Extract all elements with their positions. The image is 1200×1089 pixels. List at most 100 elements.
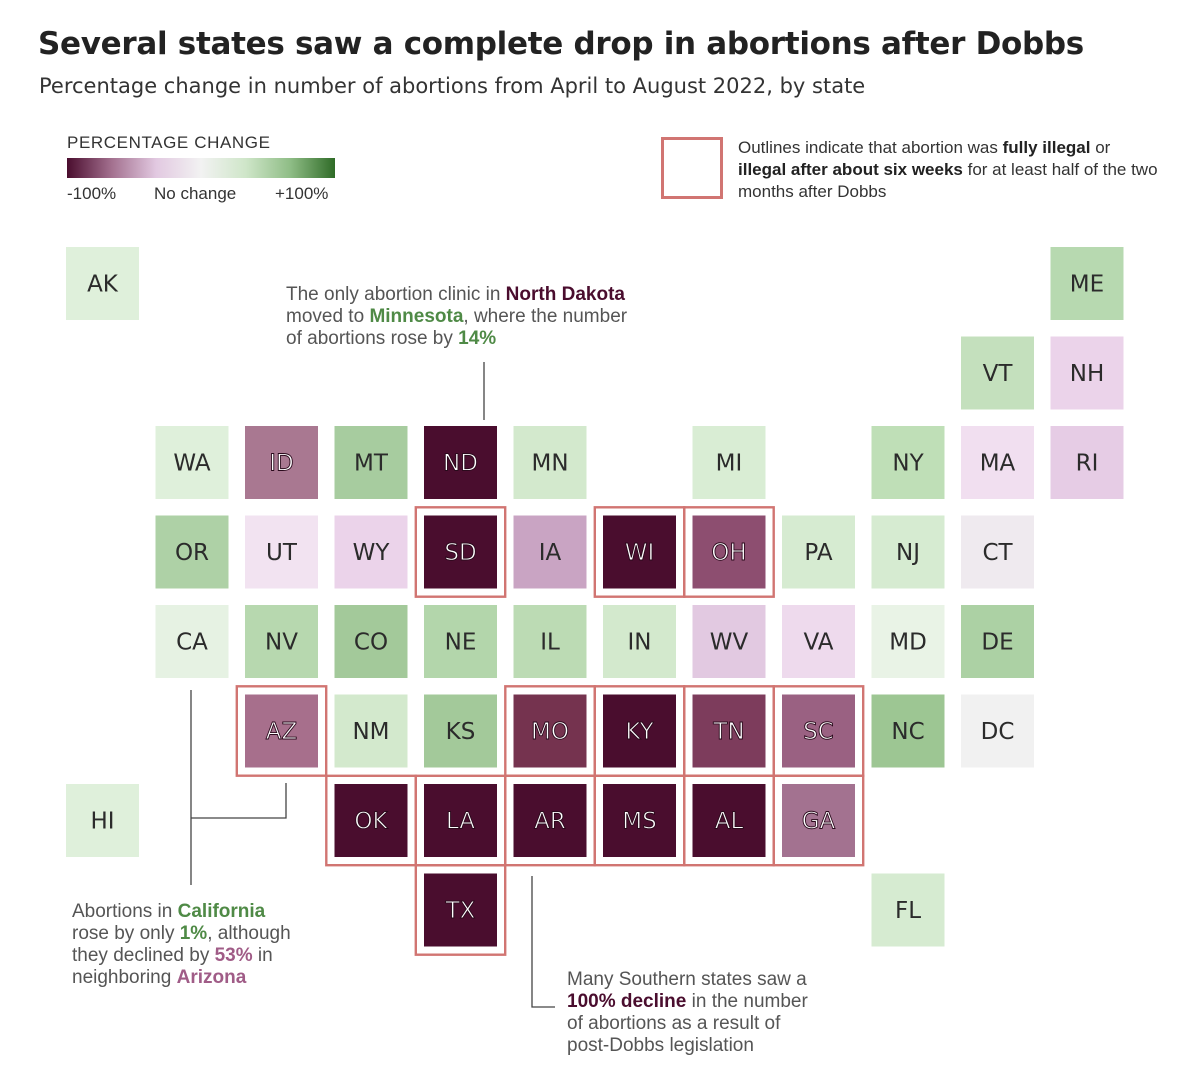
az-leader-line (191, 783, 287, 819)
outline-ga (772, 774, 865, 867)
tile-ks (424, 694, 497, 768)
tile-sc (782, 694, 855, 768)
tile-label-mo: MO (531, 719, 569, 745)
tile-label-ne: NE (445, 630, 477, 656)
tile-label-la: LA (446, 809, 475, 835)
tile-vt (961, 336, 1034, 410)
tile-wy (334, 515, 408, 589)
tile-label-mt: MT (354, 451, 389, 477)
tile-label-wv: WV (710, 630, 749, 656)
legend-min-label: -100% (67, 184, 117, 203)
tile-ga (782, 784, 855, 857)
tile-label-wi: WI (625, 540, 655, 566)
legend-mid-label: No change (154, 184, 237, 203)
tile-label-nm: NM (352, 719, 389, 745)
tile-label-ri: RI (1076, 451, 1099, 477)
tile-label-me: ME (1070, 272, 1104, 298)
tile-label-ca: CA (176, 630, 208, 656)
tile-me (1050, 247, 1124, 320)
tile-ct (961, 515, 1034, 589)
tile-label-co: CO (354, 630, 388, 656)
tile-ky (603, 694, 676, 768)
tile-label-wa: WA (173, 451, 210, 477)
outline-az (235, 685, 328, 777)
tile-label-va: VA (804, 630, 834, 656)
tile-ne (424, 605, 497, 678)
tile-nh (1050, 336, 1124, 410)
tile-label-sd: SD (444, 540, 476, 566)
tile-label-ma: MA (980, 451, 1016, 477)
tile-fl (871, 873, 945, 947)
tile-label-ct: CT (982, 540, 1013, 566)
tile-label-or: OR (175, 540, 209, 566)
tile-label-ak: AK (87, 272, 119, 298)
tile-label-id: ID (269, 451, 294, 477)
tile-ca (155, 605, 229, 678)
tile-label-tn: TN (712, 719, 744, 745)
tile-label-hi: HI (90, 809, 114, 835)
tile-sd (424, 515, 497, 589)
tile-va (782, 605, 855, 678)
tile-co (334, 605, 408, 678)
southern-states-annotation: Many Southern states saw a 100% decline … (567, 969, 808, 1056)
tile-label-wy: WY (353, 540, 391, 566)
tile-ma (961, 426, 1034, 499)
tile-label-nh: NH (1070, 361, 1105, 387)
tile-label-ky: KY (625, 719, 654, 745)
tile-in (603, 605, 676, 678)
tile-label-ar: AR (534, 809, 566, 835)
tile-nc (871, 694, 945, 768)
tile-nj (871, 515, 945, 589)
tile-ia (513, 515, 587, 589)
tile-ar (513, 784, 587, 857)
tile-label-nv: NV (265, 630, 298, 656)
legend-color-scale (67, 158, 335, 178)
tile-hi (66, 784, 139, 857)
tile-tx (424, 873, 497, 947)
tile-az (245, 694, 318, 768)
tile-id (245, 426, 318, 499)
tile-label-oh: OH (711, 540, 746, 566)
tile-label-fl: FL (895, 898, 921, 924)
tile-mi (692, 426, 766, 499)
tile-label-mn: MN (531, 451, 568, 477)
tile-label-md: MD (889, 630, 927, 656)
tile-label-il: IL (540, 630, 560, 656)
tile-label-nd: ND (443, 451, 478, 477)
tile-ms (603, 784, 676, 857)
outline-legend-note: Outlines indicate that abortion was full… (738, 138, 1158, 201)
tile-label-ut: UT (266, 540, 298, 566)
legend-title: PERCENTAGE CHANGE (67, 133, 271, 152)
outline-oh (683, 506, 775, 598)
tile-label-mi: MI (716, 451, 743, 477)
tile-wv (692, 605, 766, 678)
tile-label-nj: NJ (896, 540, 920, 566)
tile-ok (334, 784, 408, 857)
tile-label-tx: TX (445, 898, 476, 924)
tile-la (424, 784, 497, 857)
tile-ri (1050, 426, 1124, 499)
tile-label-in: IN (628, 630, 652, 656)
tile-al (692, 784, 766, 857)
outline-tx (414, 864, 507, 956)
tile-label-ms: MS (622, 809, 656, 835)
tile-label-az: AZ (266, 719, 298, 745)
tile-wa (155, 426, 229, 499)
tile-tn (692, 694, 766, 768)
tile-mo (513, 694, 587, 768)
california-annotation: Abortions in California rose by only 1%,… (72, 901, 291, 988)
tile-wi (603, 515, 676, 589)
chart-title: Several states saw a complete drop in ab… (38, 26, 1084, 62)
tile-label-ok: OK (354, 809, 388, 835)
tile-label-dc: DC (981, 719, 1015, 745)
tile-label-ny: NY (892, 451, 924, 477)
tile-label-vt: VT (983, 361, 1014, 387)
tile-label-nc: NC (891, 719, 924, 745)
tile-md (871, 605, 945, 678)
tile-oh (692, 515, 766, 589)
outline-sd (414, 506, 507, 598)
tile-label-al: AL (715, 809, 744, 835)
tile-label-ga: GA (802, 809, 836, 835)
tile-nv (245, 605, 318, 678)
